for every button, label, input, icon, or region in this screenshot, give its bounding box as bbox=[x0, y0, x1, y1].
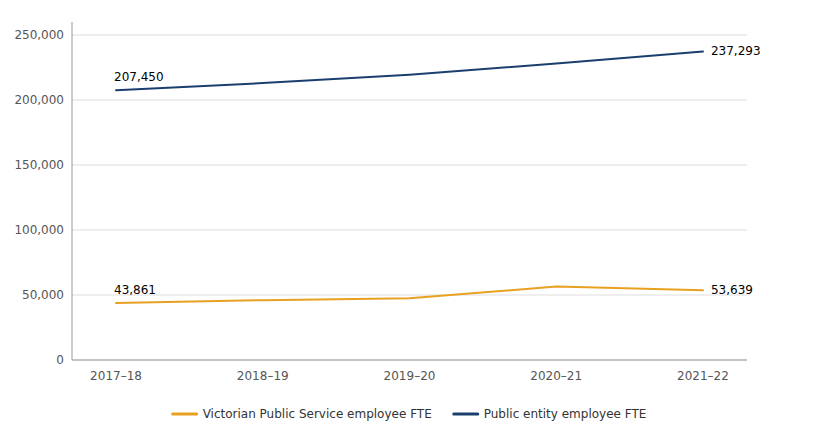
x-axis-line bbox=[72, 360, 747, 361]
legend-item: Victorian Public Service employee FTE bbox=[173, 407, 432, 421]
chart: 0 50,000 100,000 150,000 200,000 250,000 2017–… bbox=[0, 0, 819, 438]
annotation: 237,293 bbox=[711, 44, 761, 58]
x-tick-label: 2020–21 bbox=[530, 369, 582, 383]
y-tick-label: 100,000 bbox=[14, 223, 64, 237]
grid-line bbox=[72, 230, 747, 231]
grid-line bbox=[72, 165, 747, 166]
y-axis-line bbox=[72, 22, 73, 360]
series-line bbox=[116, 287, 703, 303]
legend-item: Public entity employee FTE bbox=[454, 407, 647, 421]
annotation: 53,639 bbox=[711, 283, 753, 297]
x-tick-label: 2018–19 bbox=[237, 369, 289, 383]
grid bbox=[72, 35, 747, 360]
x-tick-label: 2021–22 bbox=[677, 369, 729, 383]
grid-line bbox=[72, 100, 747, 101]
y-tick-label: 150,000 bbox=[14, 158, 64, 172]
y-tick-label: 200,000 bbox=[14, 93, 64, 107]
x-tick-label: 2019–20 bbox=[384, 369, 436, 383]
annotation: 43,861 bbox=[114, 283, 156, 297]
grid-line bbox=[72, 360, 747, 361]
y-tick-label: 50,000 bbox=[22, 288, 64, 302]
legend-label: Victorian Public Service employee FTE bbox=[203, 407, 432, 421]
series-line bbox=[116, 52, 703, 91]
grid-line bbox=[72, 35, 747, 36]
x-tick-label: 2017–18 bbox=[90, 369, 142, 383]
legend: Victorian Public Service employee FTE Pub… bbox=[173, 407, 647, 421]
legend-label: Public entity employee FTE bbox=[484, 407, 647, 421]
grid-line bbox=[72, 295, 747, 296]
legend-swatch bbox=[454, 413, 478, 416]
legend-swatch bbox=[173, 413, 197, 416]
lines bbox=[116, 52, 703, 303]
y-tick-label: 0 bbox=[56, 353, 64, 367]
annotation: 207,450 bbox=[114, 70, 164, 84]
y-tick-label: 250,000 bbox=[14, 28, 64, 42]
